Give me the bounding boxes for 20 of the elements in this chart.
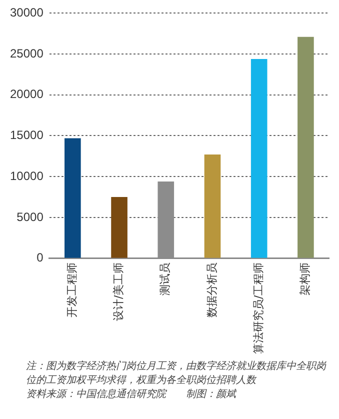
x-tick-label: 测试员 <box>158 262 172 296</box>
text: 注：图为数字经济热门岗位月工资，由数字经济就业数据库中全职岗位的工资加权平均求得，权重为各全职岗位招聘人数 <box>26 360 326 388</box>
y-tick-label: 30000 <box>10 6 44 20</box>
y-tick-label: 0 <box>36 250 44 265</box>
bar <box>64 138 81 258</box>
bar <box>298 36 314 258</box>
bar <box>204 154 221 258</box>
y-tick-label: 25000 <box>10 46 44 60</box>
y-tick-label: 15000 <box>10 128 44 142</box>
x-tick-label: 数据分析员 <box>205 262 218 318</box>
text: 资料来源：中国信息通信研究院 制图：颜斌 <box>26 388 238 402</box>
x-tick-label: 设计/美工师 <box>112 262 126 322</box>
x-tick-label: 算法研究员/工程师 <box>252 262 265 354</box>
y-tick-label: 20000 <box>10 87 44 102</box>
x-tick-label: 开发工程师 <box>66 262 79 318</box>
y-tick-label: 5000 <box>16 210 44 224</box>
x-tick-label: 架构师 <box>298 262 312 296</box>
bar <box>111 197 128 258</box>
bar <box>250 58 268 258</box>
y-tick-label: 10000 <box>10 168 44 183</box>
